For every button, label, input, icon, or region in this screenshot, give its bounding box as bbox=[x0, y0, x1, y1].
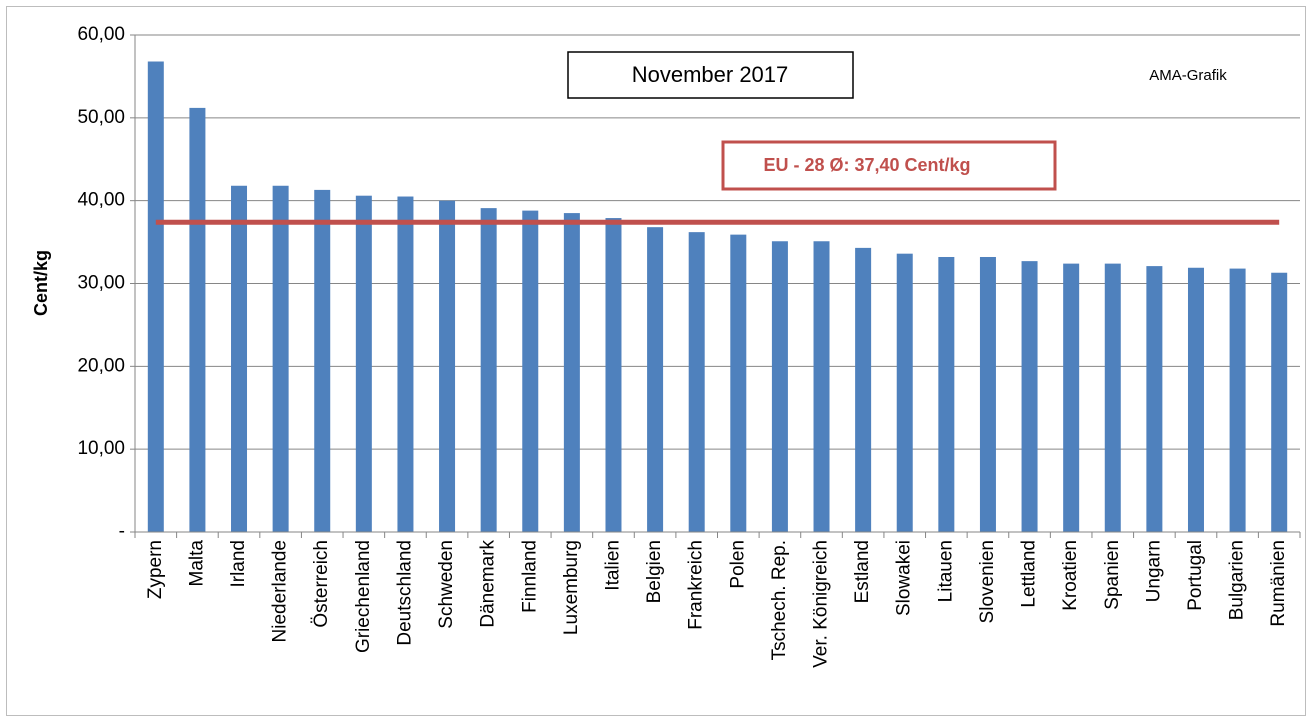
x-tick-label: Niederlande bbox=[270, 540, 291, 642]
bar bbox=[647, 227, 664, 532]
bar bbox=[189, 107, 206, 532]
x-tick-label: Österreich bbox=[311, 540, 332, 628]
title-box bbox=[567, 51, 854, 99]
x-tick-label: Litauen bbox=[935, 540, 956, 602]
x-tick-label: Rumänien bbox=[1268, 540, 1289, 627]
y-tick-label: - bbox=[119, 521, 125, 542]
x-tick-label: Malta bbox=[186, 540, 207, 587]
bar bbox=[1229, 268, 1246, 532]
y-tick-label: 30,00 bbox=[77, 273, 125, 294]
x-tick-label: Slowakei bbox=[894, 540, 915, 616]
x-tick-label: Frankreich bbox=[686, 540, 707, 630]
bar bbox=[439, 200, 456, 532]
x-tick-label: Ungarn bbox=[1143, 540, 1164, 602]
y-tick-label: 50,00 bbox=[77, 107, 125, 128]
bar bbox=[1104, 263, 1121, 532]
x-tick-label: Finnland bbox=[519, 540, 540, 613]
x-tick-label: Bulgarien bbox=[1227, 540, 1248, 620]
bar bbox=[979, 256, 996, 532]
y-tick-label: 40,00 bbox=[77, 190, 125, 211]
x-tick-label: Portugal bbox=[1185, 540, 1206, 611]
bar bbox=[938, 256, 955, 532]
x-tick-label: Kroatien bbox=[1060, 540, 1081, 611]
x-tick-label: Irland bbox=[228, 540, 249, 588]
bar bbox=[813, 241, 830, 532]
x-tick-label: Polen bbox=[727, 540, 748, 589]
bar bbox=[896, 253, 913, 532]
y-tick-label: 60,00 bbox=[77, 24, 125, 45]
annotation: AMA-Grafik bbox=[1149, 67, 1227, 84]
x-tick-label: Zypern bbox=[145, 540, 166, 599]
bar bbox=[231, 185, 248, 533]
x-tick-label: Ver. Königreich bbox=[811, 540, 832, 668]
bar bbox=[1187, 267, 1204, 532]
x-tick-label: Italien bbox=[602, 540, 623, 591]
bar bbox=[1021, 261, 1038, 532]
bar bbox=[730, 234, 747, 532]
bar bbox=[522, 210, 539, 532]
bar bbox=[563, 213, 580, 532]
bar bbox=[314, 189, 331, 533]
x-tick-label: Belgien bbox=[644, 540, 665, 603]
bar bbox=[605, 218, 622, 533]
x-tick-label: Dänemark bbox=[478, 540, 499, 628]
reference-label: EU - 28 Ø: 37,40 Cent/kg bbox=[763, 155, 970, 175]
y-axis-label: Cent/kg bbox=[31, 250, 51, 316]
bar bbox=[147, 61, 164, 533]
bar bbox=[855, 247, 872, 533]
bar bbox=[1271, 272, 1288, 532]
chart-title: November 2017 bbox=[632, 62, 789, 87]
y-tick-label: 10,00 bbox=[77, 438, 125, 459]
x-tick-label: Slovenien bbox=[977, 540, 998, 623]
bar bbox=[1063, 263, 1080, 532]
x-tick-label: Estland bbox=[852, 540, 873, 603]
bar bbox=[272, 185, 289, 533]
x-tick-label: Lettland bbox=[1019, 540, 1040, 608]
reference-label-box bbox=[721, 140, 1057, 191]
bar bbox=[1146, 266, 1163, 532]
bar bbox=[397, 196, 414, 532]
x-tick-label: Deutschland bbox=[394, 540, 415, 646]
x-tick-label: Spanien bbox=[1102, 540, 1123, 610]
bar bbox=[355, 195, 372, 533]
x-tick-label: Tschech. Rep. bbox=[769, 540, 790, 660]
bar bbox=[480, 208, 497, 532]
x-tick-label: Luxemburg bbox=[561, 540, 582, 635]
x-tick-label: Griechenland bbox=[353, 540, 374, 653]
bar bbox=[688, 232, 705, 533]
bar bbox=[771, 241, 788, 532]
x-tick-label: Schweden bbox=[436, 540, 457, 629]
y-tick-label: 20,00 bbox=[77, 355, 125, 376]
